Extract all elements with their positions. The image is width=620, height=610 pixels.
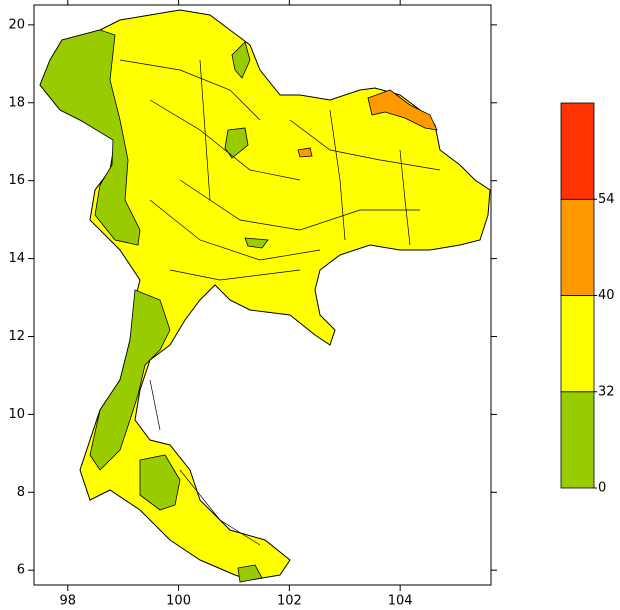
- region-patch: [231, 41, 251, 79]
- region-patch: [237, 564, 263, 583]
- region-patch: [139, 454, 181, 511]
- y-tick-label: 20: [8, 17, 25, 32]
- colorbar-label: 32: [598, 384, 615, 399]
- colorbar-label: 54: [598, 192, 615, 207]
- region-patch: [244, 237, 269, 249]
- y-tick-label: 12: [8, 329, 25, 344]
- region-patch: [224, 127, 249, 159]
- map-area: [39, 9, 491, 583]
- x-tick-label: 100: [166, 594, 191, 609]
- colorbar-segment: [560, 198, 595, 296]
- y-tick-label: 14: [8, 251, 25, 266]
- colorbar-label: 40: [598, 288, 615, 303]
- y-tick-label: 18: [8, 95, 25, 110]
- region-patch: [39, 29, 141, 246]
- region-patch: [297, 147, 313, 158]
- province-borders: [119, 59, 441, 546]
- colorbar-segment: [560, 102, 595, 200]
- plot-frame: [33, 4, 492, 586]
- y-tick-label: 10: [8, 407, 25, 422]
- colorbar: 0 32 40 54: [560, 102, 615, 496]
- x-tick-label: 104: [388, 594, 413, 609]
- colorbar-segment: [560, 295, 595, 393]
- y-tick-label: 8: [17, 485, 25, 500]
- region-patch: [367, 89, 438, 131]
- colorbar-segment: [560, 391, 595, 489]
- x-tick-label: 102: [277, 594, 302, 609]
- y-tick-label: 16: [8, 173, 25, 188]
- x-tick-label: 98: [60, 594, 77, 609]
- region-patch: [89, 289, 171, 471]
- axes: 98 100 102 104 6 8 10 12 14 16 18 20: [8, 0, 497, 609]
- colorbar-label: 0: [598, 481, 606, 496]
- y-tick-label: 6: [17, 563, 25, 578]
